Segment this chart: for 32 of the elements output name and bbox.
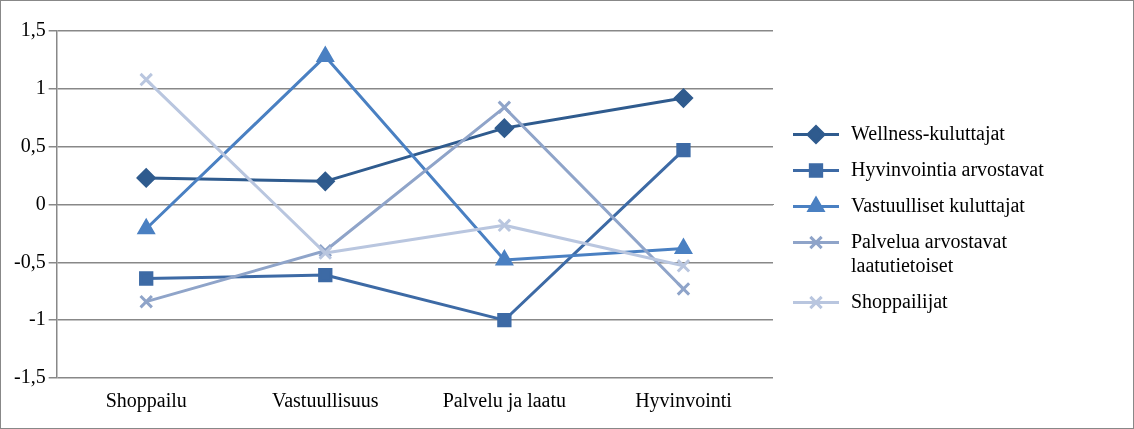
- y-tick-label: -1,5: [13, 365, 46, 388]
- y-tick-label: 1,5: [20, 18, 46, 41]
- x-tick-label: Vastuullisuus: [271, 389, 379, 412]
- point: [139, 271, 154, 286]
- y-tick-label: -1: [28, 307, 46, 330]
- point: [315, 171, 335, 191]
- point: [497, 313, 512, 328]
- point: [139, 294, 154, 309]
- point: [676, 142, 691, 158]
- x-tick-label: Shoppailu: [105, 389, 187, 413]
- point: [495, 250, 513, 266]
- point: [497, 218, 512, 233]
- legend-label: Vastuulliset kuluttajat: [851, 193, 1026, 217]
- legend-label: Hyvinvointia arvostavat: [851, 157, 1045, 181]
- point: [318, 267, 333, 283]
- y-tick-label: 0: [35, 191, 46, 214]
- y-tick-label: 0,5: [20, 133, 46, 156]
- legend-label: Wellness-kuluttajat: [851, 121, 1006, 145]
- point: [497, 100, 512, 115]
- y-tick-label: -0,5: [13, 249, 46, 272]
- x-tick-label: Palvelu ja laatu: [442, 389, 567, 413]
- legend-label: Palvelua arvostavat laatutietoiset: [851, 229, 1008, 276]
- point: [494, 118, 514, 138]
- point: [139, 72, 154, 87]
- point: [136, 168, 156, 188]
- point: [676, 281, 691, 297]
- y-tick-label: 1: [35, 76, 46, 99]
- x-tick-label: Hyvinvointi: [635, 389, 733, 413]
- point: [673, 88, 693, 108]
- legend-label: Shoppailijat: [851, 289, 949, 313]
- point: [676, 258, 691, 273]
- point: [137, 219, 155, 235]
